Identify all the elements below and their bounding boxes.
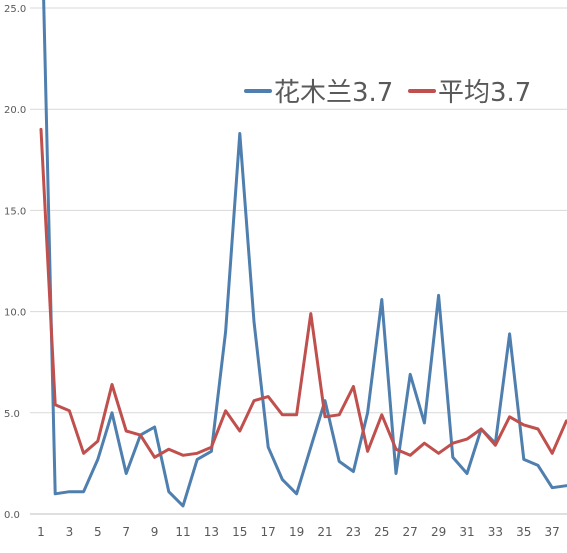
legend-label-2: 平均3.7: [438, 78, 531, 108]
x-tick-label: 1: [37, 525, 45, 539]
x-tick-label: 25: [374, 525, 389, 539]
series-group: [39, 0, 567, 508]
y-tick-label: 15.0: [4, 206, 26, 217]
x-tick-label: 27: [403, 525, 418, 539]
x-tick-label: 9: [151, 525, 159, 539]
x-tick-label: 5: [94, 525, 102, 539]
x-tick-label: 19: [289, 525, 304, 539]
series-line-2: [39, 127, 567, 459]
x-tick-label: 21: [317, 525, 332, 539]
y-tick-label: 20.0: [4, 105, 26, 116]
x-tick-label: 33: [488, 525, 503, 539]
x-tick-label: 31: [459, 525, 474, 539]
y-axis: 0.0 5.0 10.0 15.0 20.0 25.0: [4, 4, 26, 521]
legend: 花木兰3.7 平均3.7: [244, 78, 531, 108]
x-tick-label: 15: [232, 525, 247, 539]
y-tick-label: 25.0: [4, 4, 26, 15]
x-tick-label: 3: [66, 525, 74, 539]
x-tick-label: 13: [204, 525, 219, 539]
series-line-1: [42, 0, 567, 508]
legend-label-1: 花木兰3.7: [274, 78, 393, 108]
x-tick-label: 37: [545, 525, 560, 539]
y-tick-label: 5.0: [4, 409, 20, 420]
y-tick-label: 0.0: [4, 510, 20, 521]
x-axis: 1 3 5 7 9 11 13 15 17 19 21 23 25 27 29 31 33 35 37: [37, 525, 560, 539]
x-tick-label: 7: [122, 525, 130, 539]
x-tick-label: 35: [516, 525, 531, 539]
x-tick-label: 17: [261, 525, 276, 539]
y-tick-label: 10.0: [4, 308, 26, 319]
x-tick-label: 11: [175, 525, 190, 539]
x-tick-label: 23: [346, 525, 361, 539]
x-tick-label: 29: [431, 525, 446, 539]
